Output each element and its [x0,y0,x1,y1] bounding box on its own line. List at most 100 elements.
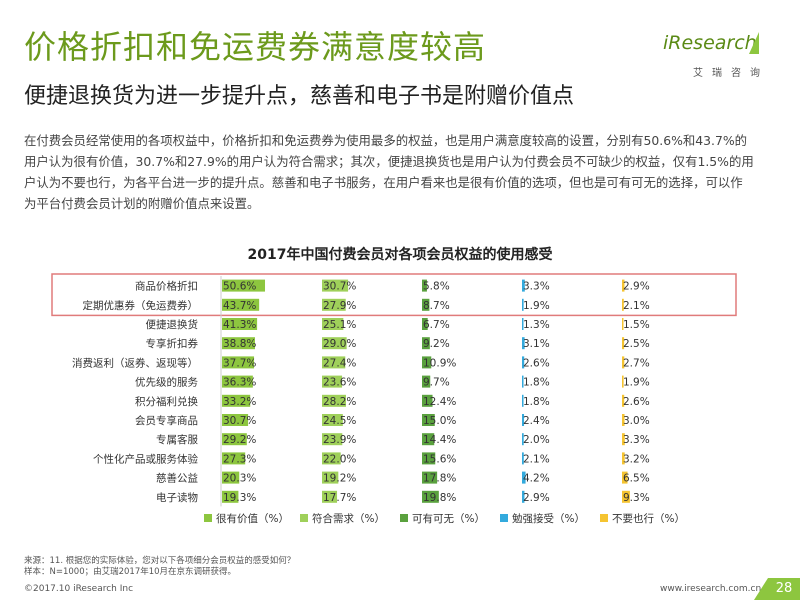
value-label: 2.4% [523,415,550,427]
source-note: 来源：11. 根据您的实际体验，您对以下各项细分会员权益的感受如何？ 样本：N=… [24,556,295,578]
source-line-2: 样本：N=1000；由艾瑞2017年10月在京东调研获得。 [24,567,237,577]
bar-不要也行 [622,490,630,503]
source-line-1: 来源：11. 根据您的实际体验，您对以下各项细分会员权益的感受如何？ [24,556,296,566]
bar-可有可无 [422,318,428,330]
value-label: 2.7% [623,357,650,369]
bar-很有价值 [222,471,240,484]
value-label: 17.8% [423,473,456,485]
value-label: 15.0% [423,415,456,427]
value-label: 1.5% [623,319,650,331]
bar-符合需求 [322,318,344,330]
value-label: 29.2% [223,434,256,446]
value-label: 19.3% [223,492,256,504]
bar-勉强接受 [522,490,525,503]
bar-很有价值 [222,452,246,465]
bar-勉强接受 [522,452,524,465]
legend-label: 很有价值（%） [216,512,289,525]
bar-很有价值 [222,375,253,388]
value-label: 3.2% [623,453,650,465]
legend-swatch [400,514,408,522]
bar-不要也行 [622,414,625,426]
value-label: 23.9% [323,434,356,446]
bar-符合需求 [322,337,347,350]
bar-勉强接受 [522,279,525,292]
value-label: 30.7% [223,415,256,427]
value-label: 19.8% [423,492,456,504]
bar-可有可无 [422,414,435,426]
value-label: 25.1% [323,319,356,331]
value-label: 2.5% [623,338,650,350]
bar-不要也行 [622,471,628,484]
value-label: 27.3% [223,453,256,465]
value-label: 17.7% [323,492,356,504]
value-label: 3.1% [523,338,550,350]
bar-符合需求 [322,394,346,407]
legend-label: 不要也行（%） [612,512,685,525]
bar-可有可无 [422,279,427,292]
category-label: 优先级的服务 [135,376,198,389]
legend-label: 符合需求（%） [312,512,385,525]
value-label: 41.3% [223,319,256,331]
bar-勉强接受 [522,356,525,369]
bar-不要也行 [622,433,625,446]
bar-很有价值 [222,490,239,503]
bar-很有价值 [222,414,249,426]
bar-可有可无 [422,356,432,369]
value-label: 38.8% [223,338,256,350]
bar-勉强接受 [522,337,525,350]
category-label: 商品价格折扣 [135,280,198,293]
value-label: 1.8% [523,396,550,408]
page-title: 价格折扣和免运费券满意度较高 [24,28,487,66]
category-label: 专属客服 [156,433,198,446]
logo-text: iResearch [663,32,757,54]
logo-subtext: 艾瑞咨询 [693,68,769,79]
bar-很有价值 [222,298,260,311]
value-label: 15.6% [423,453,456,465]
category-label: 慈善公益 [156,472,198,485]
website-link[interactable]: www.iresearch.com.cn [660,584,762,594]
bar-不要也行 [622,337,625,350]
logo-shape-icon [749,32,759,54]
legend-swatch [300,514,308,522]
bar-不要也行 [622,298,624,311]
bar-勉强接受 [522,433,524,446]
value-label: 22.0% [323,453,356,465]
bar-勉强接受 [522,394,524,407]
bar-不要也行 [622,452,625,465]
value-label: 23.6% [323,377,356,389]
bar-勉强接受 [522,471,526,484]
value-label: 6.7% [423,319,450,331]
value-label: 20.3% [223,473,256,485]
bar-符合需求 [322,471,339,484]
bar-可有可无 [422,452,436,465]
bar-勉强接受 [522,414,525,426]
bar-可有可无 [422,471,438,484]
value-label: 29.0% [323,338,356,350]
category-label: 便捷退换货 [146,318,199,331]
bar-符合需求 [322,279,349,292]
bar-可有可无 [422,490,439,503]
value-label: 9.2% [423,338,450,350]
bar-很有价值 [222,318,258,330]
page-number: 28 [768,578,800,600]
category-label: 专享折扣券 [146,337,199,350]
bar-符合需求 [322,414,343,426]
value-label: 8.7% [423,300,450,312]
legend-swatch [204,514,212,522]
value-label: 9.3% [623,492,650,504]
value-label: 43.7% [223,300,256,312]
value-label: 14.4% [423,434,456,446]
category-label: 会员专享商品 [135,414,198,427]
value-label: 19.2% [323,473,356,485]
value-label: 4.2% [523,473,550,485]
category-label: 电子读物 [156,491,198,504]
value-label: 3.3% [523,281,550,293]
bar-很有价值 [222,433,247,446]
value-label: 2.1% [523,453,550,465]
bar-勉强接受 [522,318,524,330]
bar-可有可无 [422,375,431,388]
bar-很有价值 [222,337,255,350]
value-label: 5.8% [423,281,450,293]
legend-label: 可有可无（%） [412,512,485,525]
bar-符合需求 [322,433,343,446]
